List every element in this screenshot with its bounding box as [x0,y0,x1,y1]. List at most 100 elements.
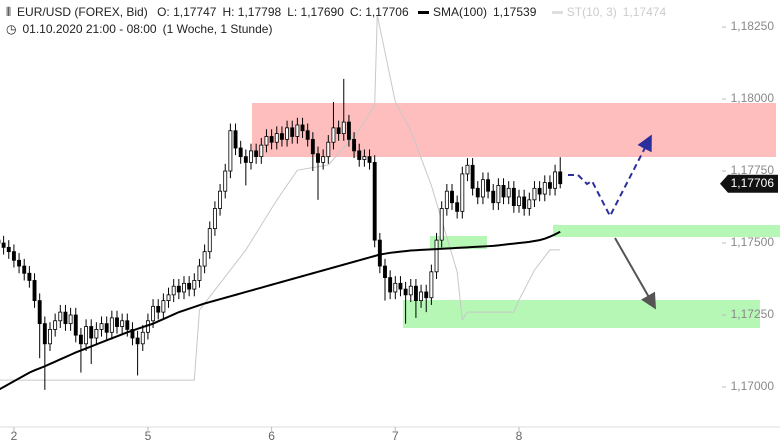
candle-body [223,170,228,192]
candle-body [274,133,279,143]
candle-body [403,288,408,296]
ohlc: L: 1,17690 [287,5,344,19]
candle-body [249,150,253,163]
zones [252,103,780,328]
legend-swatch [417,11,429,15]
candle-body [228,130,233,172]
candle-body [11,251,16,261]
candle-body [207,228,212,253]
price-tag [720,174,778,193]
candle-body [300,124,305,132]
candle-body [78,334,83,345]
candle-body [58,311,63,322]
support-zone [553,225,780,237]
sma-line [0,230,561,391]
candle-body [269,136,274,143]
x-tick-label: 5 [145,429,152,443]
support-zone [430,236,487,249]
candle-body [161,300,166,313]
candle-body [470,164,475,189]
support-zone [403,300,760,328]
date-range: 01.10.2020 21:00 - 08:00 [22,22,157,36]
ohlc: H: 1,17798 [222,5,282,19]
candle-body [285,127,290,140]
bars-icon: ⫴ [6,5,12,19]
period: (1 Woche, 1 Stunde) [162,22,273,36]
y-tick-label: 1,17750 [731,163,775,177]
candle-body [171,285,176,296]
candle-body [331,127,336,143]
candle-body [558,171,563,185]
candle-body [140,331,145,345]
candle-body [238,147,243,158]
candle-body [480,179,485,198]
candle-body [434,239,439,273]
candle-body [279,133,284,140]
candle-body [511,187,516,206]
scenario-arrow [568,134,652,219]
candle-body [346,121,351,140]
candle-body [156,305,161,313]
candle-body [135,337,140,345]
candle-body [176,285,181,293]
candle-body [326,141,331,158]
candle-body [460,173,465,212]
scenario-arrow [614,237,656,310]
st-line [0,14,561,381]
legend-name: SMA(100) [432,5,487,19]
candle-body [202,251,207,267]
candle-body [192,280,197,290]
candle-body [501,185,506,198]
x-tick-label: 2 [11,429,18,443]
symbol: EUR/USD (FOREX, Bid) [17,5,148,19]
candle-body [419,291,424,302]
candle-body [506,187,511,198]
candle-body [6,246,11,253]
candle-body [290,127,295,137]
candle-body [197,265,202,281]
legend-name: ST(10, 3) [566,5,617,19]
price-tag-label: 1,17706 [731,176,775,190]
candle-body [17,259,22,267]
candle-body [408,285,413,296]
legend-entry: ST(10, 3) 1,17474 [551,5,672,19]
candle-body [398,282,403,290]
annotations [568,134,656,310]
candle-body [109,317,114,333]
y-tick-label: 1,18250 [731,19,775,33]
candle-body [212,208,217,230]
candle-body [125,320,130,330]
candle-body [455,202,460,212]
clock-icon: ◷ [6,22,17,36]
ohlc: C: 1,17706 [349,5,409,19]
candle-body [48,329,52,345]
candle-body [27,272,32,281]
candle-body [321,156,326,163]
candle-body [99,323,104,330]
candle-body [439,208,444,241]
candle-body [218,190,223,209]
candle-body [465,164,470,175]
candle-body [532,187,537,201]
resistance-zone [252,103,776,157]
candle-body [341,121,346,135]
candle-body [393,282,398,293]
candle-body [542,182,547,195]
candle-body [357,150,362,160]
candle-body [295,124,300,137]
candle-body [310,138,315,155]
candle-body [522,196,527,209]
legend-swatch [551,11,563,15]
candle-body [475,187,480,198]
y-tick-label: 1,17250 [731,307,775,321]
candle-body [73,314,78,336]
candle-body [553,171,558,189]
candle-body [377,239,382,267]
header-line: ⫴ EUR/USD (FOREX, Bid) O: 1,17747 H: 1,177… [6,4,678,21]
candle-body [413,285,418,302]
x-tick-label: 7 [392,429,399,443]
candle-body [517,196,521,206]
legend-entry: SMA(100) 1,17539 [417,5,542,19]
candle-body [166,294,171,302]
